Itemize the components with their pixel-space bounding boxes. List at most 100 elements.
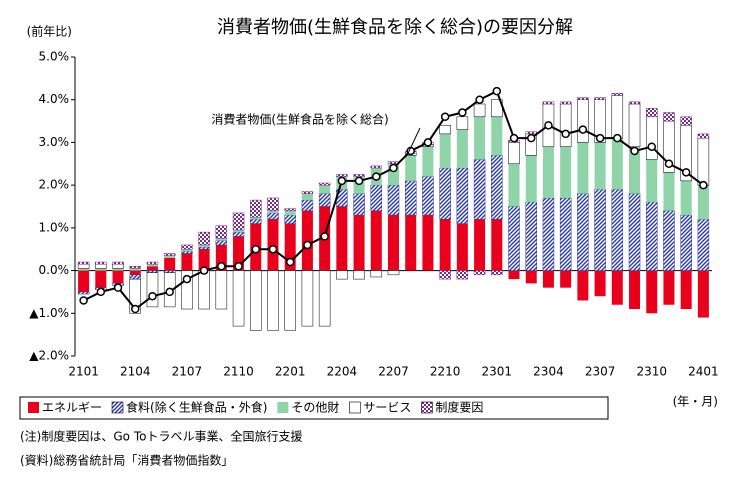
legend-label: その他財	[291, 400, 339, 415]
bar-segment	[215, 270, 228, 310]
line-marker	[423, 138, 433, 147]
bar-segment	[663, 210, 675, 271]
bar-segment	[473, 103, 486, 118]
bar-segment	[474, 219, 486, 271]
y-tick-label: 0.0%	[39, 263, 70, 277]
bar-segment	[474, 116, 486, 160]
bar-segment	[370, 270, 383, 278]
bar-segment	[215, 238, 227, 241]
bar-segment	[628, 103, 641, 147]
bar-segment	[388, 215, 399, 271]
bar-segment	[577, 99, 589, 143]
bar-segment	[645, 116, 658, 160]
x-tick-label: 2210	[430, 365, 461, 379]
line-marker	[595, 133, 605, 143]
bar-segment	[250, 219, 262, 224]
bar-segment	[439, 219, 451, 271]
bar-segment	[542, 146, 554, 198]
line-marker	[509, 133, 519, 143]
y-tick-label: 5.0%	[39, 50, 70, 64]
bar-segment	[680, 180, 692, 216]
line-marker	[251, 244, 261, 254]
bar-segment	[129, 268, 141, 271]
line-marker	[199, 266, 209, 275]
line-marker	[630, 146, 639, 156]
bar-segment	[473, 159, 486, 220]
bar-segment	[129, 274, 142, 280]
bar-segment	[318, 193, 331, 207]
bar-segment	[370, 165, 383, 169]
x-tick-label: 2101	[68, 365, 99, 379]
bar-segment	[77, 261, 90, 265]
bar-segment	[388, 163, 399, 186]
bar-segment	[508, 142, 520, 165]
bar-segment	[422, 176, 434, 216]
bar-segment	[181, 244, 193, 250]
bar-segment	[181, 251, 193, 254]
bar-segment	[560, 146, 572, 198]
bar-segment	[422, 215, 434, 271]
line-marker	[113, 283, 123, 292]
bar-segment	[628, 101, 641, 105]
bar-segment	[680, 116, 692, 126]
x-axis-label: (年・月)	[673, 395, 718, 409]
bar-segment	[577, 270, 589, 301]
bar-segment	[645, 201, 658, 271]
bar-segment	[663, 172, 675, 211]
bar-segment	[456, 167, 469, 224]
bar-segment	[301, 210, 313, 271]
bar-segment	[370, 184, 383, 212]
line-marker	[131, 304, 140, 314]
bar-segment	[318, 270, 331, 327]
line-marker	[217, 262, 226, 271]
line-marker	[96, 287, 106, 297]
line-marker	[285, 257, 295, 267]
bar-segment	[336, 174, 348, 177]
bar-segment	[181, 253, 193, 271]
bar-segment	[336, 270, 348, 280]
bar-segment	[525, 201, 537, 271]
bar-segment	[456, 223, 468, 271]
bar-segment	[542, 197, 555, 271]
bar-segment	[353, 174, 365, 177]
line-marker	[389, 163, 398, 173]
note: (注)制度要因は、Go Toトラベル事業、全国旅行支援	[20, 429, 302, 444]
bar-segment	[267, 197, 279, 212]
legend-label: エネルギー	[42, 401, 102, 415]
bar-segment	[387, 270, 400, 276]
bar-segment	[112, 261, 124, 265]
bar-segment	[439, 167, 451, 220]
x-tick-label: 2204	[327, 365, 358, 379]
bar-segment	[146, 264, 158, 267]
x-tick-label: 2207	[378, 365, 409, 379]
bar-segment	[146, 270, 159, 273]
bar-segment	[697, 137, 710, 186]
legend-label: サービス	[363, 401, 411, 415]
y-tick-label: ▲1.0%	[29, 306, 69, 320]
bar-segment	[353, 193, 365, 216]
bar-segment	[422, 146, 434, 177]
bar-segment	[301, 191, 314, 194]
bar-segment	[456, 129, 468, 169]
bar-segment	[146, 272, 159, 308]
bar-segment	[78, 268, 90, 271]
bar-segment	[301, 199, 314, 212]
line-marker	[440, 112, 450, 122]
bar-segment	[77, 291, 90, 295]
line-marker	[182, 274, 192, 284]
bar-segment	[267, 219, 279, 271]
bar-segment	[250, 199, 262, 218]
bar-segment	[611, 95, 624, 139]
bar-segment	[353, 215, 365, 271]
bar-segment	[646, 159, 658, 203]
bar-segment	[404, 180, 417, 216]
bar-segment	[233, 229, 245, 233]
line-label: 消費者物価(生鮮食品を除く総合)	[211, 112, 388, 127]
bar-segment	[146, 261, 159, 265]
bar-segment	[181, 249, 193, 252]
x-tick-label: 2307	[585, 365, 616, 379]
bar-segment	[646, 270, 658, 314]
line-marker	[578, 125, 588, 134]
bar-segment	[198, 249, 210, 271]
